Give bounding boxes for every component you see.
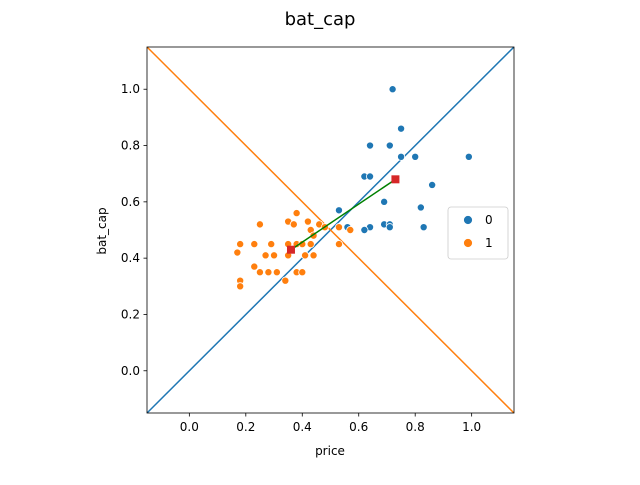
x-tick-label: 1.0	[462, 420, 481, 434]
data-point-series-1	[334, 223, 343, 232]
data-point-series-0	[416, 203, 425, 212]
data-point-series-1	[298, 268, 307, 277]
data-point-series-0	[380, 197, 389, 206]
data-point-series-1	[289, 220, 298, 229]
data-point-series-1	[306, 240, 315, 249]
x-tick-label: 0.8	[406, 420, 425, 434]
chart-title: bat_cap	[285, 9, 356, 30]
legend-label-series-0: 0	[485, 213, 493, 227]
plot-frame	[146, 46, 515, 414]
x-tick-label: 0.2	[236, 420, 255, 434]
legend-label-series-1: 1	[485, 236, 493, 250]
y-tick-label: 0.2	[121, 307, 140, 321]
centroid-connector-line	[290, 178, 396, 251]
data-point-series-0	[385, 223, 394, 232]
data-point-series-0	[385, 141, 394, 150]
plot-area: 0.0 0.2 0.4 0.6 0.8 1.0 0.0 0.2 0.4 0.6 0.8 1.0	[121, 46, 515, 434]
data-point-series-1	[236, 282, 245, 291]
data-point-series-0	[334, 206, 343, 215]
data-point-series-1	[334, 240, 343, 249]
legend: 01	[447, 206, 509, 260]
data-point-series-0	[366, 172, 375, 181]
data-point-series-0	[411, 152, 420, 161]
data-point-series-1	[281, 276, 290, 285]
data-point-series-1	[267, 240, 276, 249]
y-tick-label: 0.4	[121, 251, 140, 265]
data-point-series-1	[303, 217, 312, 226]
data-point-series-1	[292, 209, 301, 218]
legend-marker-series-0	[463, 215, 473, 225]
y-tick-label: 1.0	[121, 82, 140, 96]
y-tick-label: 0.0	[121, 364, 140, 378]
data-point-series-1	[233, 248, 242, 257]
data-point-series-0	[388, 85, 397, 94]
data-point-series-1	[264, 268, 273, 277]
legend-box	[447, 206, 509, 260]
x-tick-label: 0.6	[349, 420, 368, 434]
y-tick-label: 0.6	[121, 195, 140, 209]
data-point-series-1	[250, 262, 259, 271]
data-point-series-0	[397, 152, 406, 161]
data-point-series-1	[270, 251, 279, 260]
data-point-series-1	[255, 220, 264, 229]
y-tick-label: 0.8	[121, 139, 140, 153]
legend-marker-series-1	[463, 238, 473, 248]
centroid-marker-series-1	[286, 245, 295, 254]
y-axis-label: bat_cap	[95, 207, 109, 254]
data-point-series-1	[272, 268, 281, 277]
data-point-series-1	[301, 251, 310, 260]
data-point-series-1	[346, 225, 355, 234]
x-tick-label: 0.4	[293, 420, 312, 434]
data-point-series-0	[360, 225, 369, 234]
data-point-series-0	[419, 223, 428, 232]
plot-clip-group	[147, 47, 514, 413]
data-point-series-0	[464, 152, 473, 161]
data-point-series-1	[261, 251, 270, 260]
reference-line-anti-diagonal	[147, 47, 514, 413]
data-point-series-0	[397, 124, 406, 133]
x-axis-label: price	[315, 444, 345, 458]
x-tick-label: 0.0	[180, 420, 199, 434]
centroid-marker-series-0	[391, 175, 400, 184]
data-point-series-1	[250, 240, 259, 249]
data-point-series-1	[236, 240, 245, 249]
data-point-series-1	[255, 268, 264, 277]
data-point-series-1	[309, 251, 318, 260]
data-point-series-0	[366, 141, 375, 150]
data-point-series-0	[428, 180, 437, 189]
